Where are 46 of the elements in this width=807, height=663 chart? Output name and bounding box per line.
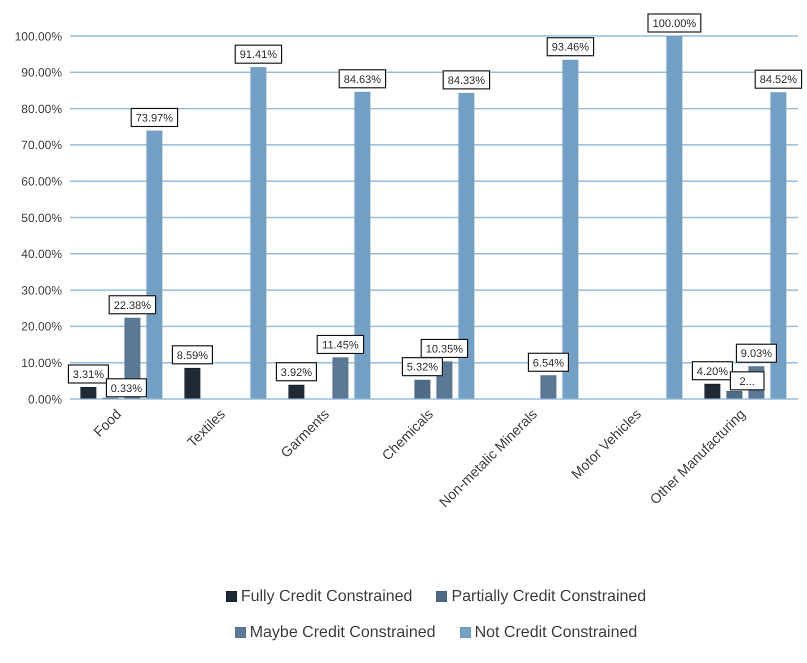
data-label: 11.45% xyxy=(322,339,359,352)
bar xyxy=(250,67,266,399)
bar xyxy=(726,390,742,399)
y-tick-label: 100.00% xyxy=(14,29,62,44)
y-tick-label: 60.00% xyxy=(21,174,62,188)
y-tick-label: 50.00% xyxy=(21,210,62,225)
y-tick-label: 20.00% xyxy=(21,320,62,334)
bar xyxy=(562,60,578,399)
data-label: 84.63% xyxy=(344,74,382,86)
data-label: 9.03% xyxy=(740,348,772,360)
bar xyxy=(80,386,96,399)
y-tick-label: 0.00% xyxy=(28,392,62,406)
data-label: 6.54% xyxy=(532,357,564,370)
data-label: 73.97% xyxy=(136,112,174,124)
data-label: 3.92% xyxy=(280,366,312,379)
data-label: 10.35% xyxy=(426,343,464,356)
data-label: 3.31% xyxy=(72,368,104,381)
data-label: 5.32% xyxy=(406,362,438,374)
data-label: 0.33% xyxy=(110,382,142,395)
data-label: 22.38% xyxy=(114,300,152,312)
legend-label: Partially Credit Constrained xyxy=(451,588,646,605)
legend-label: Fully Credit Constrained xyxy=(240,588,412,605)
y-tick-label: 10.00% xyxy=(21,356,62,370)
bar xyxy=(288,384,304,399)
data-label: 4.20% xyxy=(696,366,728,378)
data-label: 84.52% xyxy=(760,74,798,86)
y-tick-label: 90.00% xyxy=(21,66,62,80)
y-tick-label: 30.00% xyxy=(21,283,62,298)
legend-label: Maybe Credit Constrained xyxy=(250,624,436,641)
data-label: 8.59% xyxy=(176,350,208,362)
data-label: 2... xyxy=(740,376,755,388)
y-tick-label: 70.00% xyxy=(21,138,62,152)
y-tick-label: 40.00% xyxy=(21,247,62,262)
bar xyxy=(414,380,430,399)
data-label: 84.33% xyxy=(448,74,486,87)
data-label: 93.46% xyxy=(552,42,590,54)
data-label: 91.41% xyxy=(240,49,278,62)
legend-label: Not Credit Constrained xyxy=(474,624,638,641)
bar xyxy=(704,384,720,399)
y-tick-label: 80.00% xyxy=(21,102,62,116)
bar xyxy=(332,357,348,399)
bar xyxy=(666,36,682,399)
bar xyxy=(770,92,786,399)
bar xyxy=(540,375,556,399)
data-label: 100.00% xyxy=(652,18,696,30)
bar xyxy=(184,368,200,399)
